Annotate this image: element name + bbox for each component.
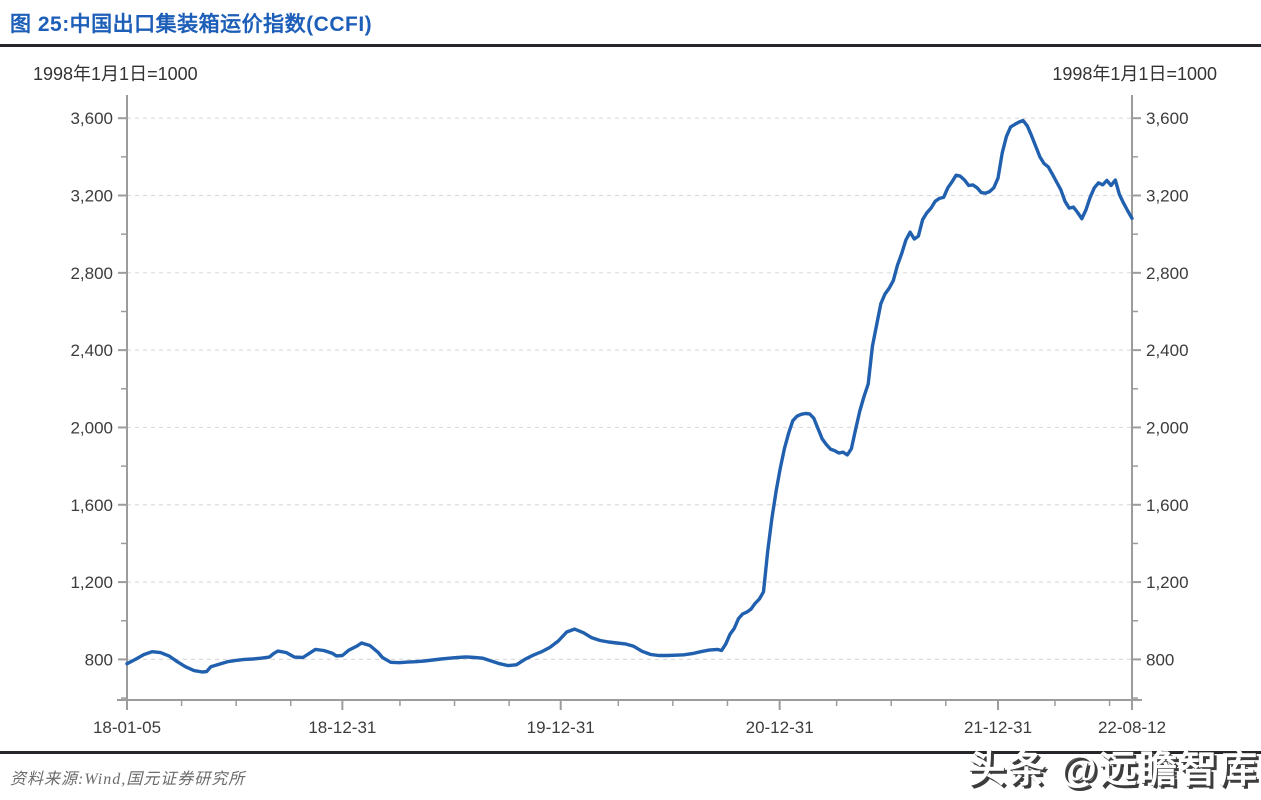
index-base-note-right: 1998年1月1日=1000 <box>1052 64 1217 84</box>
y-tick-label-left: 3,600 <box>70 109 113 128</box>
y-tick-label-left: 2,400 <box>70 341 113 360</box>
y-tick-label-right: 2,000 <box>1146 418 1189 437</box>
data-source-note: 资料来源:Wind,国元证券研究所 <box>10 771 246 788</box>
x-tick-label: 21-12-31 <box>964 718 1032 737</box>
y-tick-label-left: 2,000 <box>70 418 113 437</box>
x-tick-label: 19-12-31 <box>527 718 595 737</box>
x-tick-label: 18-12-31 <box>308 718 376 737</box>
x-tick-label: 20-12-31 <box>746 718 814 737</box>
y-tick-label-right: 1,600 <box>1146 496 1189 515</box>
y-tick-label-right: 3,200 <box>1146 187 1189 206</box>
title-divider <box>0 44 1261 47</box>
ccfi-series-line <box>125 118 1134 674</box>
figure-title: 图 25:中国出口集装箱运价指数(CCFI) <box>10 13 373 36</box>
x-tick-label: 22-08-12 <box>1098 718 1166 737</box>
footer-divider <box>0 751 1261 754</box>
y-tick-label-left: 800 <box>85 650 113 669</box>
y-tick-label-left: 2,800 <box>70 264 113 283</box>
y-tick-label-left: 3,200 <box>70 187 113 206</box>
y-tick-label-right: 1,200 <box>1146 573 1189 592</box>
index-base-note-left: 1998年1月1日=1000 <box>33 64 198 84</box>
y-tick-label-right: 2,400 <box>1146 341 1189 360</box>
y-tick-label-right: 3,600 <box>1146 109 1189 128</box>
y-tick-label-left: 1,200 <box>70 573 113 592</box>
y-tick-label-left: 1,600 <box>70 496 113 515</box>
y-tick-label-right: 2,800 <box>1146 264 1189 283</box>
watermark-toutiao-yuanzhan: 头条 @远瞻智库 <box>967 749 1259 791</box>
y-tick-label-right: 800 <box>1146 650 1174 669</box>
x-tick-label: 18-01-05 <box>93 718 161 737</box>
